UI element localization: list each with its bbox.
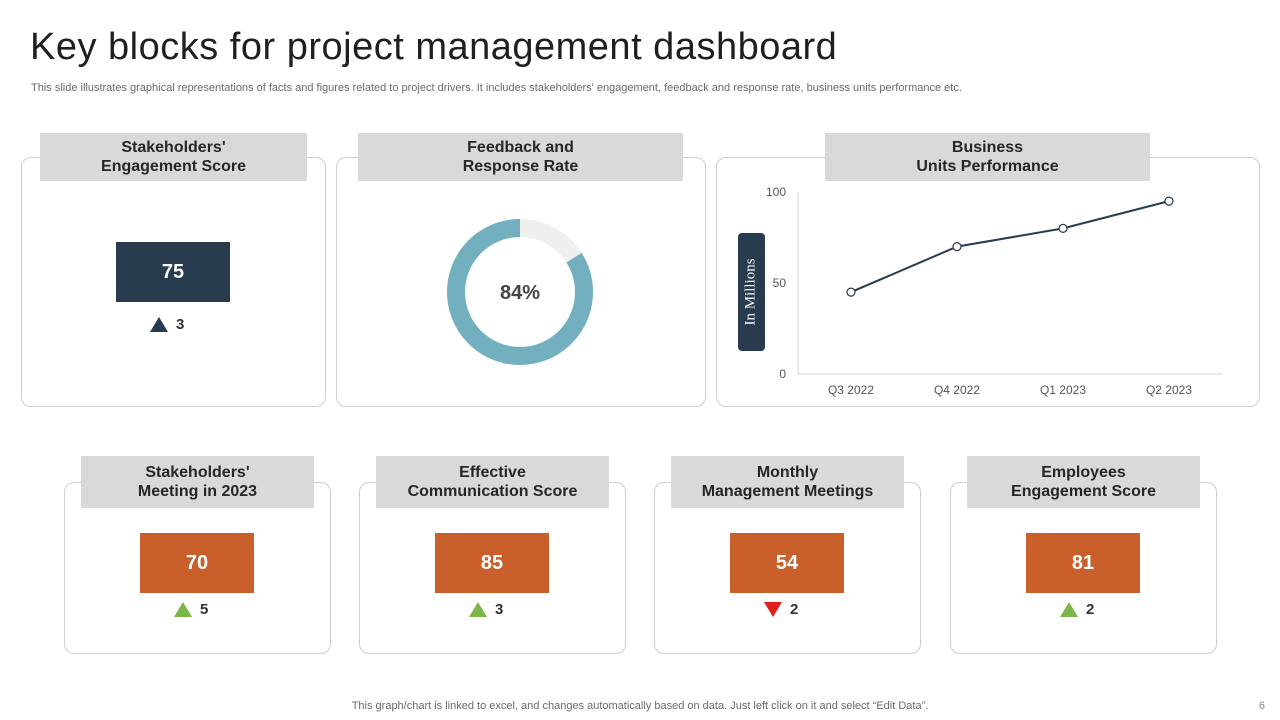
delta-value: 2 (1086, 601, 1095, 618)
footer-note: This graph/chart is linked to excel, and… (351, 700, 929, 712)
header-line: Monthly (756, 464, 819, 481)
delta-value: 3 (495, 601, 504, 618)
y-tick-label: 50 (773, 276, 787, 290)
x-tick-label: Q1 2023 (1040, 383, 1086, 397)
header-line: Management Meetings (701, 483, 874, 500)
kpi-delta: 3 (469, 601, 503, 618)
data-point (846, 287, 856, 297)
header-line: Communication Score (407, 483, 578, 500)
stakeholders-engagement-header: Stakeholders' Engagement Score (40, 133, 307, 181)
kpi-card (64, 482, 331, 654)
series-line (850, 200, 1170, 294)
y-tick-label: 0 (779, 367, 786, 381)
header-line: Response Rate (462, 158, 579, 175)
feedback-header: Feedback and Response Rate (358, 133, 683, 181)
feedback-card (336, 157, 706, 407)
kpi-delta: 5 (174, 601, 208, 618)
delta-value: 5 (200, 601, 209, 618)
feedback-donut-chart: 84% (447, 219, 593, 365)
header-line: Business (951, 139, 1024, 156)
page-subtitle: This slide illustrates graphical represe… (31, 82, 962, 94)
triangle-up-icon (469, 602, 487, 617)
triangle-down-icon (764, 602, 782, 617)
kpi-value: 81 (1026, 533, 1140, 593)
header-line: Employees (1041, 464, 1126, 481)
y-tick-label: 100 (766, 185, 786, 199)
kpi-card-header: Monthly Management Meetings (671, 456, 904, 508)
header-line: Engagement Score (1011, 483, 1156, 500)
data-point (952, 241, 962, 252)
triangle-up-icon (150, 317, 168, 332)
header-line: Engagement Score (101, 158, 246, 175)
y-axis-label-box (738, 233, 765, 351)
triangle-up-icon (174, 602, 192, 617)
engagement-score-value: 75 (116, 242, 230, 302)
page-number: 6 (1258, 700, 1265, 712)
header-line: Stakeholders' (121, 139, 226, 156)
x-tick-label: Q2 2023 (1146, 383, 1192, 397)
triangle-up-icon (1060, 602, 1078, 617)
header-line: Effective (459, 464, 526, 481)
kpi-card-header: Employees Engagement Score (967, 456, 1200, 508)
kpi-card-header: Effective Communication Score (376, 456, 609, 508)
kpi-delta: 2 (1060, 601, 1094, 618)
donut-arc (447, 219, 593, 365)
business-units-line-chart: 0 50 100 Q3 2022 Q4 2022 Q1 2023 Q2 2023 (766, 185, 1222, 397)
y-axis-label: In Millions (742, 258, 759, 326)
kpi-card-header: Stakeholders' Meeting in 2023 (81, 456, 314, 508)
kpi-value: 85 (435, 533, 549, 593)
delta-value: 3 (176, 316, 185, 333)
kpi-value: 54 (730, 533, 844, 593)
header-line: Stakeholders' (145, 464, 250, 481)
data-point (1058, 223, 1068, 234)
header-line: Units Performance (916, 158, 1059, 175)
delta-value: 2 (790, 601, 799, 618)
engagement-score-delta: 3 (150, 316, 184, 333)
header-line: Feedback and (467, 139, 574, 156)
kpi-delta: 2 (764, 601, 798, 618)
donut-percent-label: 84% (500, 282, 540, 304)
business-units-header: Business Units Performance (825, 133, 1150, 181)
x-tick-label: Q4 2022 (934, 383, 980, 397)
page-title: Key blocks for project management dashbo… (30, 26, 838, 68)
header-line: Meeting in 2023 (137, 483, 258, 500)
kpi-value: 70 (140, 533, 254, 593)
x-tick-label: Q3 2022 (828, 383, 874, 397)
data-point (1164, 196, 1174, 206)
